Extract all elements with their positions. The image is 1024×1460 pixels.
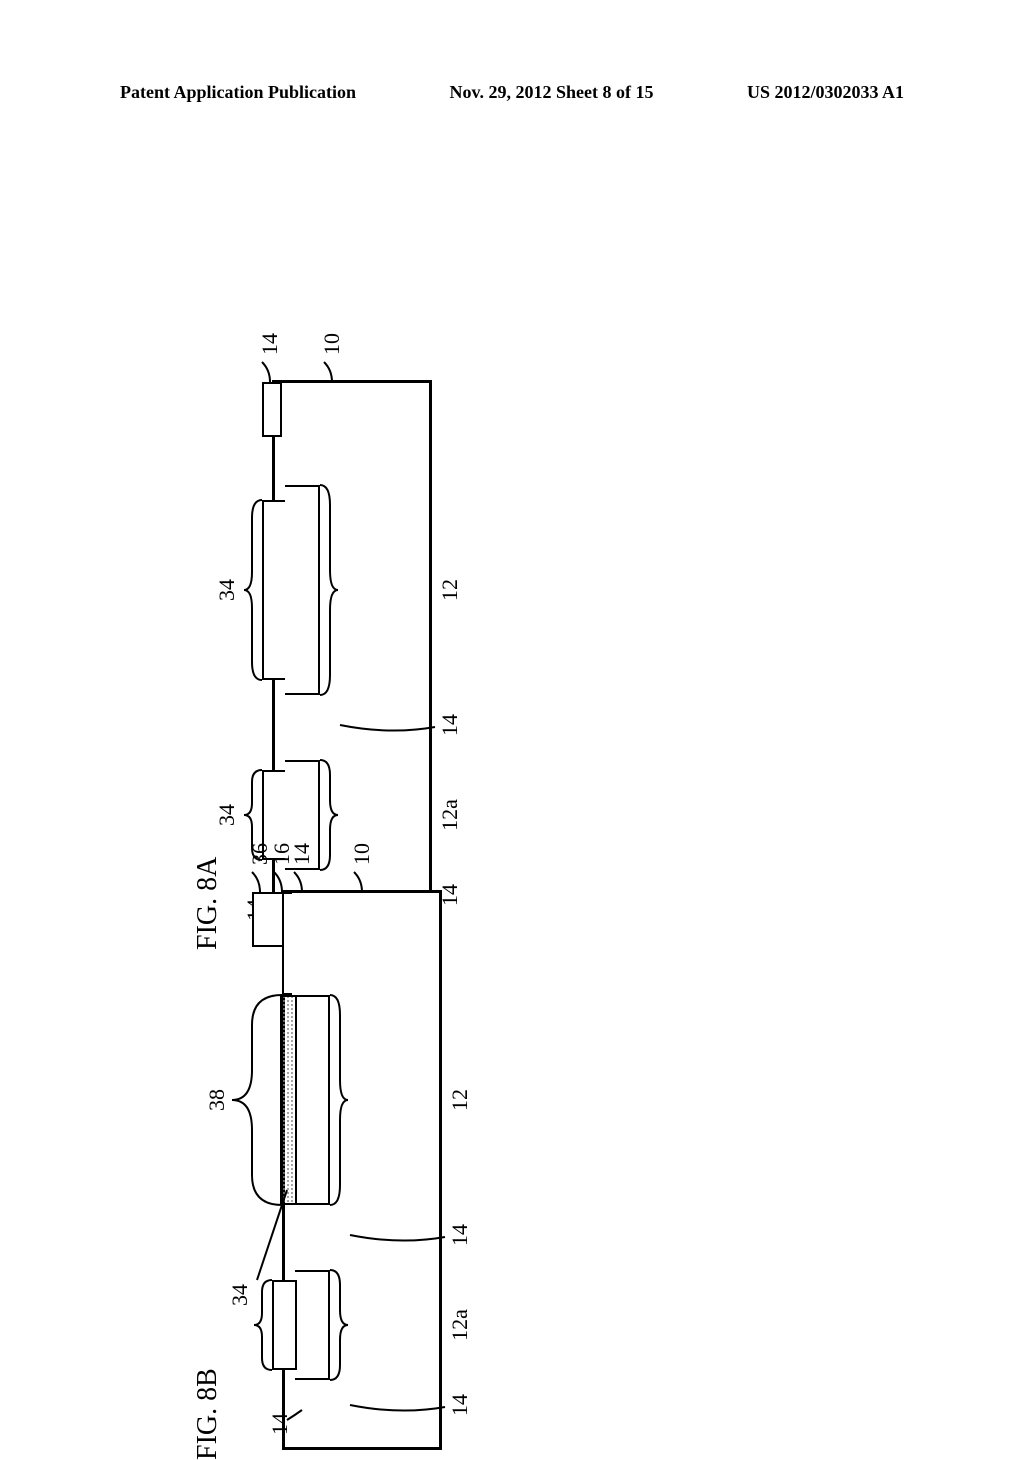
page-header: Patent Application Publication Nov. 29, …: [0, 82, 1024, 103]
header-date-sheet: Nov. 29, 2012 Sheet 8 of 15: [450, 82, 654, 103]
bracket-12a: [320, 760, 340, 870]
label-12a-b: 12a: [447, 1309, 473, 1341]
label-38: 38: [204, 1089, 230, 1111]
region-34-b: [272, 1280, 297, 1370]
figure-8b-diagram: 38 34 36 16 14 10 14 12a 14 12 14: [232, 890, 432, 1450]
bracket-34-b: [252, 1280, 272, 1370]
label-12-b: 12: [447, 1089, 473, 1111]
well-12: [285, 485, 320, 695]
label-14-ltop: 14: [267, 1413, 293, 1435]
bracket-12-b: [330, 995, 350, 1205]
label-14-bot-mid-b: 14: [447, 1224, 473, 1246]
region-14-right-top: [262, 382, 282, 437]
bracket-38: [227, 995, 282, 1205]
well-12-b: [295, 995, 330, 1205]
hook-10: [324, 357, 342, 382]
bracket-34-right: [242, 500, 262, 680]
well-12a-b: [295, 1270, 330, 1380]
leader-14-bm-b: [350, 1225, 450, 1245]
header-pub-number: US 2012/0302033 A1: [747, 82, 904, 103]
label-14-bot-left-b: 14: [447, 1394, 473, 1416]
region-34-right: [262, 500, 287, 680]
region-36: [252, 892, 284, 947]
header-publication: Patent Application Publication: [120, 82, 356, 103]
label-34-right: 34: [214, 579, 240, 601]
label-12: 12: [437, 579, 463, 601]
leader-14-bm: [340, 715, 440, 735]
label-10-b: 10: [349, 843, 375, 865]
label-14-right-b: 14: [289, 843, 315, 865]
hook-14: [262, 357, 280, 382]
hook-14-b: [294, 867, 309, 892]
label-14-bot-mid: 14: [437, 714, 463, 736]
label-10-right: 10: [319, 333, 345, 355]
figure-8a-title: FIG. 8A: [192, 857, 224, 950]
figure-8b-title: FIG. 8B: [192, 1368, 224, 1460]
label-12a: 12a: [437, 799, 463, 831]
leader-34-to-dotted: [252, 1185, 292, 1280]
leader-14-bl-b: [350, 1395, 450, 1415]
hook-16: [274, 867, 289, 892]
bracket-12: [320, 485, 340, 695]
label-34-b: 34: [227, 1284, 253, 1306]
label-14-right: 14: [257, 333, 283, 355]
hook-10-b: [354, 867, 369, 892]
region-dotted: [280, 995, 297, 1205]
figure-8b-container: FIG. 8B: [232, 890, 792, 1450]
figure-8a-container: FIG. 8A 14 34 34: [232, 380, 792, 940]
hook-36: [252, 867, 267, 892]
label-34-left: 34: [214, 804, 240, 826]
bracket-12a-b: [330, 1270, 350, 1380]
